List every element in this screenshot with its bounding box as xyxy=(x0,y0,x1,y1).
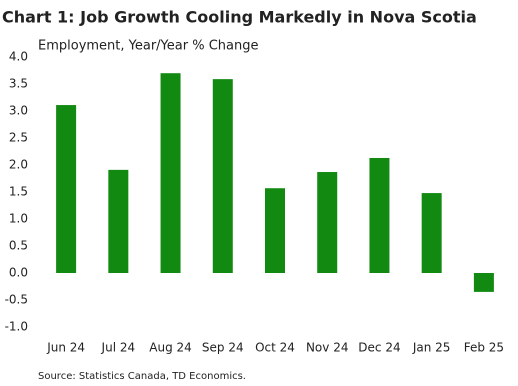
y-tick-label: 2.5 xyxy=(9,131,28,145)
y-tick-label: 3.0 xyxy=(9,104,28,118)
y-tick-label: 1.5 xyxy=(9,185,28,199)
bar xyxy=(56,105,77,273)
x-tick-label: Nov 24 xyxy=(306,341,349,355)
y-tick-label: 0.0 xyxy=(9,266,28,280)
source-note: Source: Statistics Canada, TD Economics. xyxy=(38,371,246,382)
x-tick-label: Jan 25 xyxy=(412,341,451,355)
x-tick-label: Dec 24 xyxy=(358,341,400,355)
y-tick-label: -0.5 xyxy=(5,293,28,307)
bar xyxy=(265,188,285,273)
chart-title: Chart 1: Job Growth Cooling Markedly in … xyxy=(2,8,477,27)
x-tick-label: Jun 24 xyxy=(46,341,85,355)
x-tick-label: Feb 25 xyxy=(464,341,504,355)
y-tick-label: 2.0 xyxy=(9,158,28,172)
y-tick-label: 3.5 xyxy=(9,77,28,91)
x-tick-label: Jul 24 xyxy=(101,341,136,355)
x-tick-label: Sep 24 xyxy=(202,341,244,355)
bar xyxy=(473,273,494,292)
bar xyxy=(108,169,129,273)
x-tick-label: Aug 24 xyxy=(149,341,192,355)
bar xyxy=(160,73,181,273)
y-tick-label: -1.0 xyxy=(5,320,28,334)
bar xyxy=(369,157,390,273)
y-tick-label: 4.0 xyxy=(9,50,28,64)
chart-subtitle: Employment, Year/Year % Change xyxy=(38,39,258,54)
bar xyxy=(212,79,233,273)
bar xyxy=(317,172,338,273)
x-tick-label: Oct 24 xyxy=(255,341,295,355)
bar xyxy=(421,193,442,273)
y-tick-label: 1.0 xyxy=(9,212,28,226)
y-tick-label: 0.5 xyxy=(9,239,28,253)
